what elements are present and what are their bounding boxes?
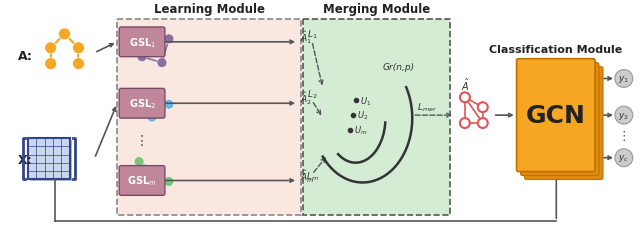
Circle shape bbox=[72, 58, 84, 70]
Text: $\hat{A}_2$: $\hat{A}_2$ bbox=[300, 91, 312, 107]
Text: Gr(n,p): Gr(n,p) bbox=[383, 62, 415, 71]
FancyBboxPatch shape bbox=[119, 28, 165, 58]
FancyBboxPatch shape bbox=[117, 20, 301, 215]
Text: X:: X: bbox=[18, 154, 33, 167]
Circle shape bbox=[615, 70, 633, 88]
Text: $L_m$: $L_m$ bbox=[305, 170, 318, 182]
FancyBboxPatch shape bbox=[119, 166, 165, 195]
Circle shape bbox=[150, 43, 160, 52]
Text: $U_m$: $U_m$ bbox=[354, 124, 367, 137]
Circle shape bbox=[164, 35, 174, 45]
Circle shape bbox=[147, 93, 157, 103]
FancyBboxPatch shape bbox=[119, 89, 165, 119]
Circle shape bbox=[72, 43, 84, 55]
Text: Merging Module: Merging Module bbox=[323, 3, 430, 16]
Circle shape bbox=[137, 52, 147, 62]
Text: A:: A: bbox=[18, 50, 33, 63]
Circle shape bbox=[45, 58, 56, 70]
Circle shape bbox=[59, 29, 70, 41]
Text: $\hat{A}_1$: $\hat{A}_1$ bbox=[300, 30, 312, 46]
Text: $U_1$: $U_1$ bbox=[360, 95, 371, 107]
Circle shape bbox=[615, 107, 633, 125]
Text: GSL$_1$: GSL$_1$ bbox=[129, 36, 156, 49]
Circle shape bbox=[134, 157, 144, 167]
Text: Learning Module: Learning Module bbox=[154, 3, 264, 16]
Circle shape bbox=[164, 100, 174, 110]
Circle shape bbox=[157, 58, 167, 68]
Text: $y_1$: $y_1$ bbox=[618, 74, 629, 85]
FancyBboxPatch shape bbox=[525, 67, 603, 180]
Text: GSL$_m$: GSL$_m$ bbox=[127, 174, 157, 188]
Text: $\hat{A}$: $\hat{A}$ bbox=[461, 77, 469, 93]
Text: $L_1$: $L_1$ bbox=[307, 29, 317, 41]
Text: $L_2$: $L_2$ bbox=[307, 88, 317, 100]
Text: $\hat{A}_m$: $\hat{A}_m$ bbox=[300, 168, 314, 184]
Circle shape bbox=[615, 149, 633, 167]
Text: GCN: GCN bbox=[526, 104, 586, 128]
Circle shape bbox=[147, 113, 157, 122]
Circle shape bbox=[460, 93, 470, 103]
Circle shape bbox=[478, 103, 488, 113]
Text: $y_c$: $y_c$ bbox=[618, 152, 629, 164]
Text: Classification Module: Classification Module bbox=[489, 45, 623, 55]
Circle shape bbox=[130, 100, 140, 110]
Circle shape bbox=[150, 167, 160, 177]
Circle shape bbox=[150, 187, 160, 197]
Circle shape bbox=[460, 119, 470, 128]
Text: $U_2$: $U_2$ bbox=[356, 109, 368, 122]
Circle shape bbox=[132, 177, 142, 187]
Circle shape bbox=[164, 177, 174, 187]
Text: ⋮: ⋮ bbox=[618, 130, 630, 143]
FancyBboxPatch shape bbox=[303, 20, 450, 215]
FancyBboxPatch shape bbox=[28, 138, 70, 180]
Text: $L_{mer}$: $L_{mer}$ bbox=[417, 101, 437, 113]
Circle shape bbox=[45, 43, 56, 55]
Text: ⋮: ⋮ bbox=[135, 133, 149, 147]
FancyBboxPatch shape bbox=[520, 63, 599, 176]
FancyBboxPatch shape bbox=[516, 59, 595, 172]
Circle shape bbox=[132, 33, 142, 43]
Text: $y_2$: $y_2$ bbox=[618, 110, 629, 121]
Text: GSL$_2$: GSL$_2$ bbox=[129, 97, 156, 111]
FancyBboxPatch shape bbox=[30, 140, 72, 182]
Circle shape bbox=[478, 119, 488, 128]
